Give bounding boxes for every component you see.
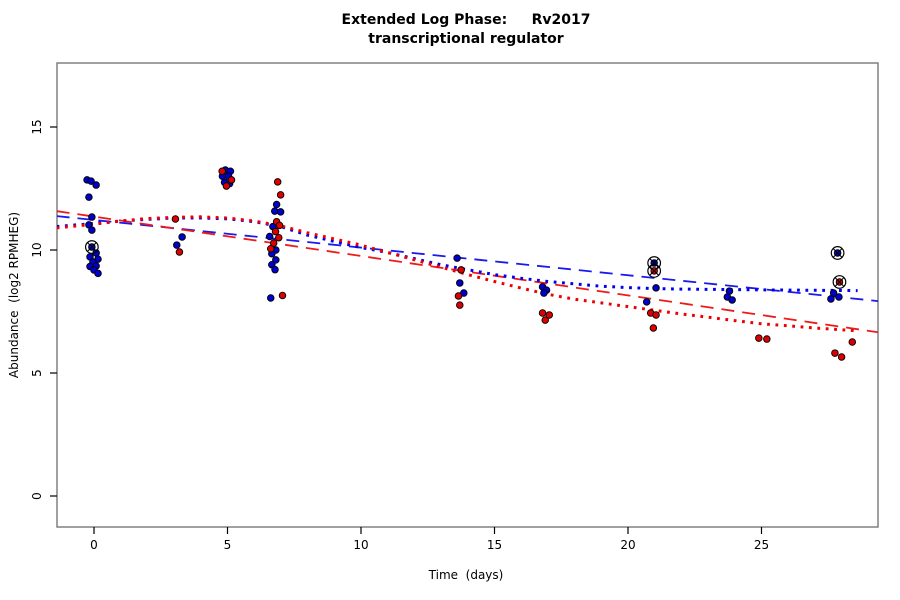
data-point — [92, 181, 100, 189]
data-point — [267, 245, 275, 253]
x-tick-label: 25 — [754, 538, 769, 552]
data-point — [642, 298, 651, 306]
data-point — [276, 191, 285, 199]
data-point — [271, 227, 280, 236]
chart-title-line2: transcriptional regulator — [368, 31, 564, 47]
data-point — [88, 226, 96, 234]
data-point — [454, 292, 463, 300]
data-point — [652, 284, 660, 292]
data-point — [275, 221, 284, 230]
flag-ring-icon — [830, 246, 845, 260]
data-point — [763, 335, 771, 343]
y-tick-label: 5 — [30, 369, 44, 377]
chart-title-line1: Extended Log Phase: Rv2017 — [341, 12, 591, 28]
data-point — [173, 241, 181, 249]
data-point — [272, 256, 280, 264]
data-point — [267, 294, 275, 302]
data-point — [271, 265, 279, 274]
flag-ring-icon — [647, 264, 662, 278]
data-point — [87, 177, 95, 185]
data-point — [227, 176, 236, 184]
plot-frame — [56, 62, 879, 528]
red-smooth-fit — [57, 215, 856, 333]
data-point — [276, 208, 285, 216]
data-point — [265, 232, 274, 241]
blue-linear-fit — [57, 215, 878, 303]
data-point — [88, 213, 96, 221]
y-tick-label: 0 — [30, 492, 44, 500]
data-point — [272, 200, 281, 209]
data-point — [755, 334, 763, 342]
x-tick-label: 10 — [353, 538, 368, 552]
data-point — [178, 233, 186, 241]
data-point — [835, 293, 843, 301]
data-point — [652, 311, 660, 319]
y-tick-label: 10 — [30, 242, 44, 257]
data-point — [453, 254, 461, 262]
data-point — [278, 291, 287, 300]
data-point — [171, 215, 180, 223]
flag-cross-icon — [649, 266, 660, 276]
data-point — [541, 316, 549, 324]
flag-cross-icon — [86, 242, 97, 252]
data-point — [649, 324, 658, 332]
data-point — [538, 309, 547, 317]
data-point — [728, 296, 736, 304]
data-point — [275, 233, 283, 242]
data-point — [848, 338, 857, 346]
x-tick-label: 20 — [620, 538, 635, 552]
data-point — [456, 301, 464, 309]
data-point — [218, 167, 226, 176]
x-axis-label: Time (days) — [428, 568, 504, 582]
data-point — [831, 349, 839, 357]
red-linear-fit — [57, 210, 878, 334]
x-tick-label: 5 — [224, 538, 232, 552]
data-point — [94, 269, 102, 278]
flag-cross-icon — [834, 277, 845, 287]
data-point — [85, 193, 93, 201]
x-tick-label: 15 — [487, 538, 502, 552]
data-point — [540, 289, 548, 297]
data-point — [456, 279, 464, 287]
data-point — [827, 295, 835, 303]
data-point — [175, 248, 184, 256]
flag-ring-icon — [84, 240, 99, 254]
data-point — [222, 182, 231, 190]
y-tick-label: 15 — [30, 119, 44, 134]
data-point — [457, 266, 465, 274]
data-point — [837, 353, 846, 361]
data-point — [269, 239, 278, 247]
x-tick-label: 0 — [90, 538, 98, 552]
flag-cross-icon — [832, 248, 843, 258]
data-point — [545, 311, 553, 319]
data-point — [273, 178, 282, 186]
flag-ring-icon — [832, 275, 847, 289]
